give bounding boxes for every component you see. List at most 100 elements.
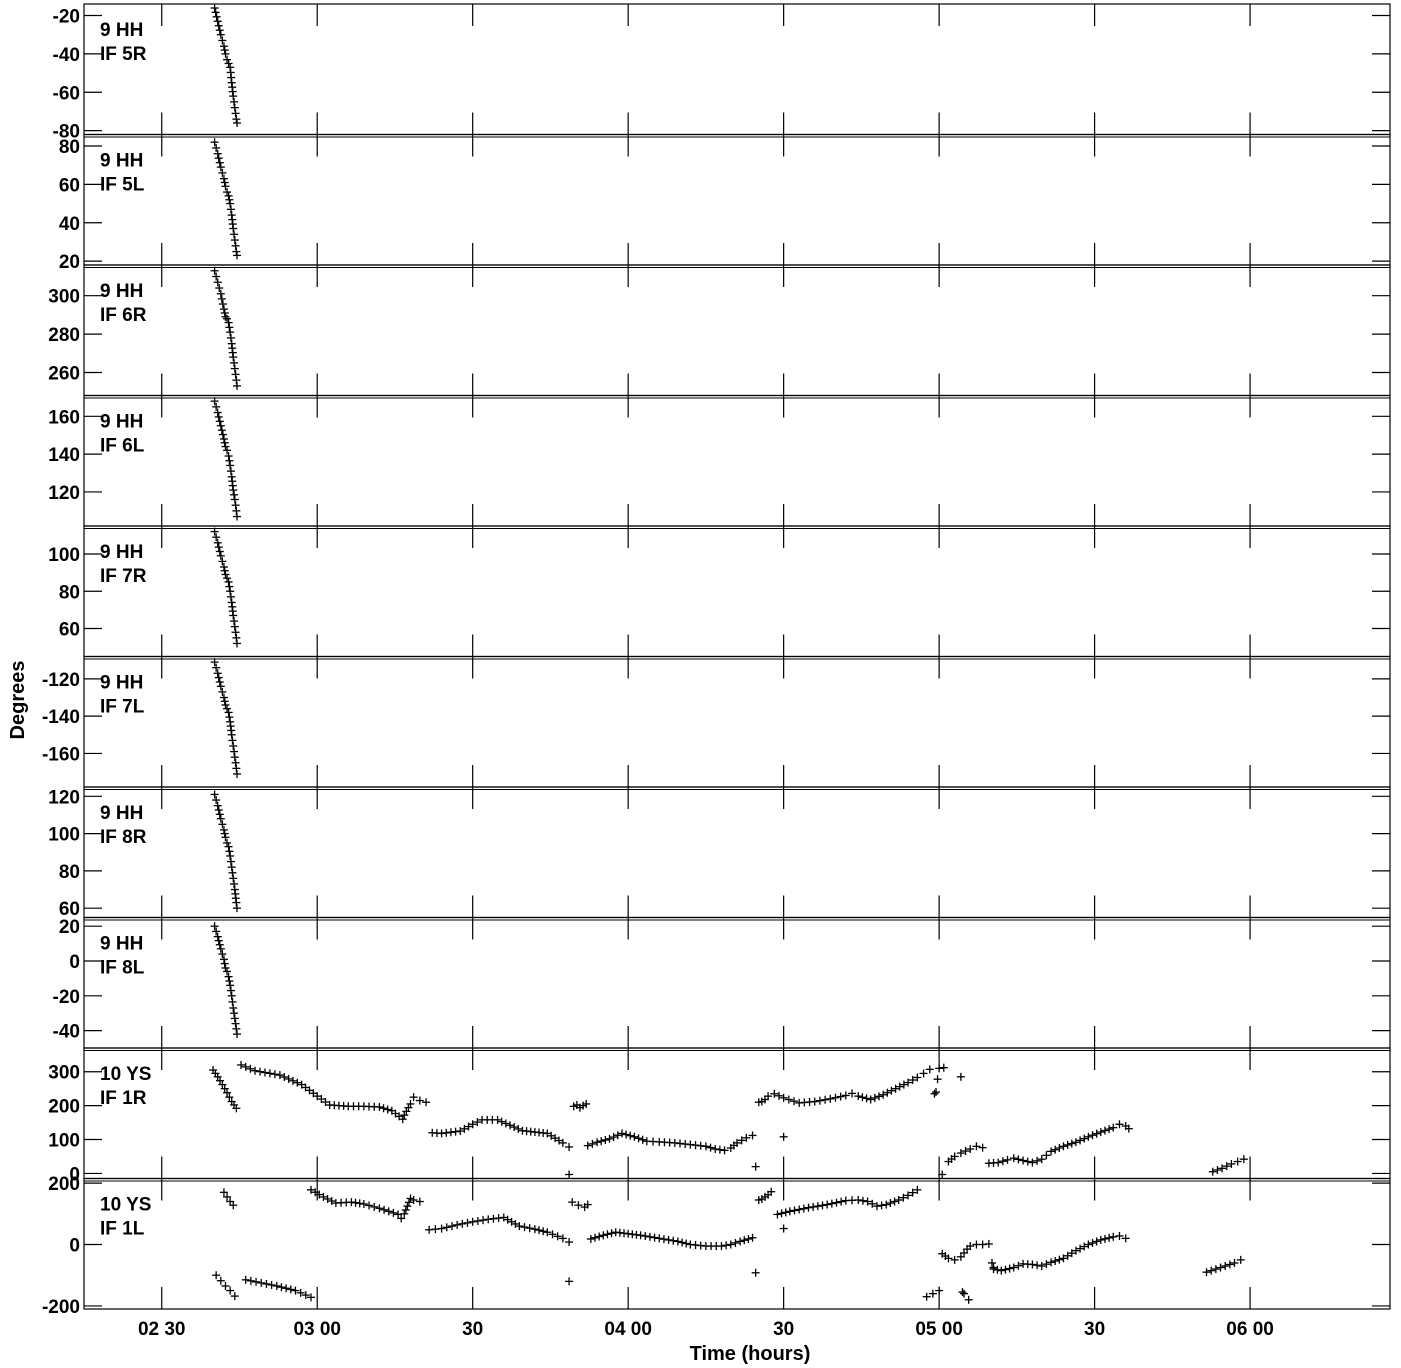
- data-point: [313, 1092, 322, 1101]
- data-point: [613, 1131, 622, 1140]
- data-point: [213, 278, 222, 287]
- data-point: [215, 810, 224, 819]
- data-point: [231, 501, 240, 510]
- data-point: [384, 1207, 393, 1216]
- data-point: [212, 272, 221, 281]
- data-point: [291, 1286, 300, 1295]
- data-point: [1047, 1258, 1056, 1267]
- panel-frame: [83, 1047, 1391, 1180]
- data-point: [327, 1197, 336, 1206]
- data-point: [1071, 1246, 1080, 1255]
- data-point: [230, 1014, 239, 1023]
- data-point: [1028, 1260, 1037, 1269]
- panel-10: 200 0 -200 10 YS IF 1L: [42, 1174, 1391, 1318]
- data-point: [479, 1216, 488, 1225]
- data-point: [317, 1095, 326, 1104]
- data-point: [219, 174, 228, 183]
- data-point: [994, 1158, 1003, 1167]
- data-point: [213, 538, 222, 547]
- data-point: [777, 1209, 786, 1218]
- data-point: [230, 1009, 239, 1018]
- data-point: [409, 1195, 418, 1204]
- data-point: [402, 1107, 411, 1116]
- panel-label-if: IF 5R: [100, 44, 147, 65]
- data-point: [626, 1131, 635, 1140]
- data-point: [218, 557, 227, 566]
- panel-1: -20 -40 -60 -80 9 HH IF 5R: [53, 3, 1391, 143]
- x-tick-label: 30: [462, 1319, 483, 1340]
- y-tick-label: -20: [53, 7, 80, 28]
- data-point: [210, 658, 219, 667]
- data-point: [214, 412, 223, 421]
- data-point: [841, 1091, 850, 1100]
- data-point: [1042, 1151, 1051, 1160]
- data-point: [219, 693, 228, 702]
- data-point: [1213, 1166, 1222, 1175]
- data-point: [717, 1242, 726, 1251]
- data-point: [565, 1170, 574, 1179]
- data-point: [510, 1123, 519, 1132]
- data-point: [375, 1102, 384, 1111]
- data-point: [229, 741, 238, 750]
- data-point: [260, 1068, 269, 1077]
- data-point: [799, 1204, 808, 1213]
- data-point: [311, 1188, 320, 1197]
- data-point: [609, 1133, 618, 1142]
- data-point: [218, 950, 227, 959]
- y-tick-label: -120: [42, 670, 80, 691]
- data-point: [231, 628, 240, 637]
- data-point: [1225, 1260, 1234, 1269]
- y-tick-label: 200: [48, 1097, 80, 1118]
- data-point: [229, 486, 238, 495]
- data-point: [214, 21, 223, 30]
- data-point: [503, 1215, 512, 1224]
- y-tick-label: -200: [42, 1297, 80, 1318]
- y-tick-label: 80: [59, 137, 80, 158]
- data-point: [230, 747, 239, 756]
- data-point: [232, 1030, 241, 1039]
- y-axis-title: Degrees: [7, 661, 29, 740]
- data-point: [1230, 1258, 1239, 1267]
- data-point: [1088, 1131, 1097, 1140]
- data-point: [1100, 1126, 1109, 1135]
- data-point: [225, 977, 234, 986]
- data-point: [1211, 1265, 1220, 1274]
- data-point: [406, 1099, 415, 1108]
- data-point: [280, 1073, 289, 1082]
- y-tick-label: 300: [48, 1063, 80, 1084]
- data-point: [837, 1197, 846, 1206]
- data-point: [230, 753, 239, 762]
- data-point: [473, 1216, 482, 1225]
- data-point: [223, 446, 232, 455]
- data-point: [790, 1097, 799, 1106]
- data-point: [224, 972, 233, 981]
- data-point: [219, 955, 228, 964]
- panel-2: 80 60 40 20 9 HH IF 5L: [59, 133, 1391, 273]
- data-point: [553, 1232, 562, 1241]
- x-tick-label: 04 00: [604, 1319, 652, 1340]
- data-point: [908, 1076, 917, 1085]
- data-point: [215, 158, 224, 167]
- data-point: [217, 294, 226, 303]
- data-point: [499, 1213, 508, 1222]
- data-point: [779, 1093, 788, 1102]
- data-point: [213, 149, 222, 158]
- data-point: [359, 1199, 368, 1208]
- data-point: [950, 1255, 959, 1264]
- data-point: [511, 1219, 520, 1228]
- data-point: [216, 682, 225, 691]
- data-point: [224, 191, 233, 200]
- data-point: [270, 1070, 279, 1079]
- data-point: [1033, 1156, 1042, 1165]
- data-point: [770, 1089, 779, 1098]
- data-point: [255, 1067, 264, 1076]
- data-point: [232, 904, 241, 913]
- data-point: [1037, 1155, 1046, 1164]
- data-point: [1092, 1129, 1101, 1138]
- data-point: [224, 452, 233, 461]
- data-point: [959, 1289, 968, 1298]
- data-point: [1033, 1261, 1042, 1270]
- data-point: [220, 1084, 229, 1093]
- panel-frame: [83, 1177, 1391, 1310]
- data-point: [226, 1286, 235, 1295]
